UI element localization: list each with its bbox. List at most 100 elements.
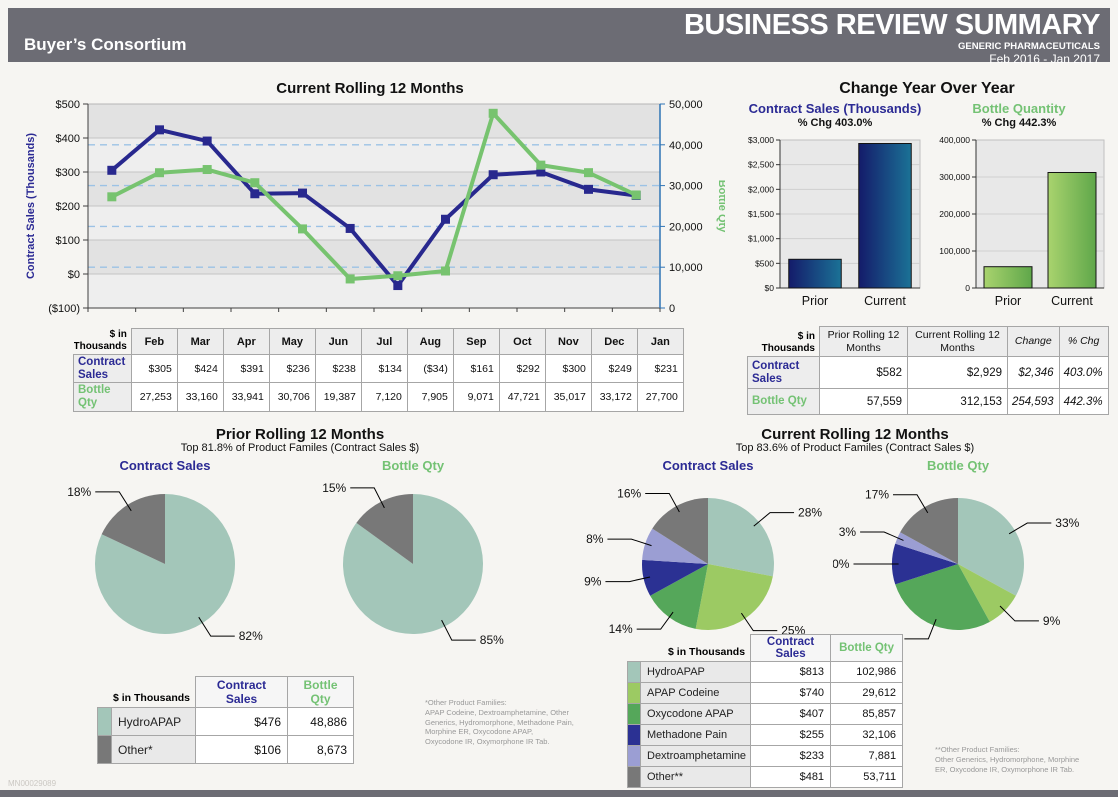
column-header: % Chg (1058, 326, 1109, 357)
month-header-cell: Nov (544, 328, 592, 355)
left-axis-tick-label: $0 (68, 269, 80, 281)
month-header-cell: Jan (636, 328, 684, 355)
slice-percent-label: 15% (322, 481, 346, 495)
color-swatch (627, 745, 641, 767)
bottle-qty-marker (107, 192, 117, 202)
pie-slice-methadone-pain (892, 543, 958, 585)
yoy-summary-table: $ in Thousands Prior Rolling 12 Months Cur… (747, 326, 1109, 415)
contract-sales-marker (536, 167, 546, 177)
report-subtitle: GENERIC PHARMACEUTICALS (958, 40, 1100, 52)
value-cell: $292 (498, 353, 546, 384)
current-bar (1047, 172, 1097, 289)
right-axis-tick-label: 50,000 (669, 99, 703, 111)
pie-slice-other- (101, 494, 165, 564)
y-tick-label: $1,000 (748, 234, 774, 244)
contract-sales-value: $740 (750, 682, 832, 704)
pie-slice-hydroapap (958, 498, 1024, 596)
contract-sales-marker (298, 188, 307, 198)
month-header-cell: Sep (452, 328, 500, 355)
slice-percent-label: 14% (609, 622, 633, 636)
y-tick-label: $2,500 (748, 160, 774, 170)
contract-sales-value: $813 (750, 661, 832, 683)
product-family-name: Other** (639, 766, 752, 788)
contract-sales-marker (488, 170, 498, 180)
slice-percent-label: 16% (617, 486, 641, 500)
plot-band (88, 172, 660, 206)
bottle-qty-marker (488, 108, 498, 118)
value-cell: 7,905 (406, 382, 454, 412)
category-label: Prior (995, 294, 1021, 308)
value-cell: $2,929 (907, 356, 1008, 389)
label-leader-line (95, 491, 132, 512)
contract-sales-line (110, 127, 637, 288)
prior-section-title: Prior Rolling 12 Months (215, 426, 385, 443)
contract-sales-marker (441, 214, 450, 224)
month-header-cell: Mar (176, 328, 224, 355)
plot-band (88, 206, 660, 240)
plot-band (88, 104, 660, 138)
yoy-qty-chart-title: Bottle Quantity (972, 101, 1066, 116)
bottle-qty-marker (631, 190, 641, 200)
month-header-cell: Aug (406, 328, 454, 355)
prior-bottle-qty-pie-chart: Bottle Qty 85% 15% (322, 458, 504, 647)
value-cell: 33,941 (222, 382, 270, 412)
right-axis-tick-label: 20,000 (669, 221, 703, 233)
product-family-name: HydroAPAP (111, 707, 196, 736)
y-tick-label: $3,000 (748, 135, 774, 145)
y-tick-label: $2,000 (748, 184, 774, 194)
bottle-qty-value: 32,106 (830, 724, 904, 746)
report-header: Buyer’s Consortium BUSINESS REVIEW SUMMA… (8, 8, 1110, 66)
value-cell: 27,253 (130, 382, 178, 412)
right-axis-tick-label: 30,000 (669, 181, 703, 193)
product-family-name: Oxycodone APAP (639, 703, 752, 725)
slice-percent-label: 28% (798, 506, 822, 520)
contract-sales-marker (202, 136, 212, 146)
color-swatch (627, 703, 641, 725)
value-cell: $424 (176, 353, 224, 384)
table-corner-label: $ in Thousands (73, 329, 127, 352)
current-product-family-table: $ in Thousands Contract Sales Bottle Qty Hy… (627, 634, 904, 788)
prior-footnote: *Other Product Families: APAP Codeine, D… (425, 698, 574, 746)
value-cell: 33,172 (590, 382, 638, 412)
right-axis-title: Bottle Qty (716, 180, 725, 233)
contract-sales-value: $476 (195, 707, 288, 736)
pie-slice-methadone-pain (642, 559, 708, 596)
prior-section-subtitle: Top 81.8% of Product Familes (Contract S… (180, 442, 420, 454)
pie-title: Bottle Qty (382, 458, 445, 473)
label-leader-line (904, 619, 937, 640)
slice-percent-label: 10% (833, 557, 850, 571)
contract-sales-marker (393, 281, 403, 291)
bottle-qty-value: 8,673 (287, 735, 354, 764)
month-header-cell: Apr (222, 328, 270, 355)
prior-product-family-table: $ in Thousands Contract Sales Bottle Qty Hy… (97, 676, 354, 764)
contract-sales-value: $233 (750, 745, 832, 767)
row-label: Bottle Qty (73, 382, 132, 412)
bottle-qty-marker (202, 165, 212, 175)
product-family-name: Other* (111, 735, 196, 764)
value-cell: 27,700 (636, 382, 684, 412)
prior-contract-sales-pie-chart: Contract Sales 82% 18% (67, 458, 263, 643)
bottle-qty-header: Bottle Qty (830, 634, 904, 662)
value-cell: 57,559 (819, 388, 908, 415)
value-cell: $391 (222, 353, 270, 384)
column-header: Prior Rolling 12 Months (819, 326, 908, 357)
color-swatch (97, 735, 112, 764)
color-swatch (97, 707, 112, 736)
value-cell: 30,706 (268, 382, 316, 412)
left-axis-tick-label: $500 (56, 99, 80, 111)
pie-slice-other- (652, 498, 708, 564)
yoy-qty-pct-change: % Chg 442.3% (981, 117, 1057, 129)
label-leader-line (636, 611, 674, 630)
contract-sales-marker (584, 184, 593, 194)
pie-title: Contract Sales (662, 458, 753, 473)
contract-sales-header: Contract Sales (750, 634, 832, 662)
document-id: MN00029089 (8, 779, 57, 788)
product-family-name: HydroAPAP (639, 661, 752, 683)
contract-sales-value: $481 (750, 766, 832, 788)
label-leader-line (198, 616, 235, 637)
value-cell: $305 (130, 353, 178, 384)
slice-percent-label: 9% (584, 575, 602, 589)
label-leader-line (607, 538, 652, 547)
bottle-qty-marker (536, 160, 546, 170)
